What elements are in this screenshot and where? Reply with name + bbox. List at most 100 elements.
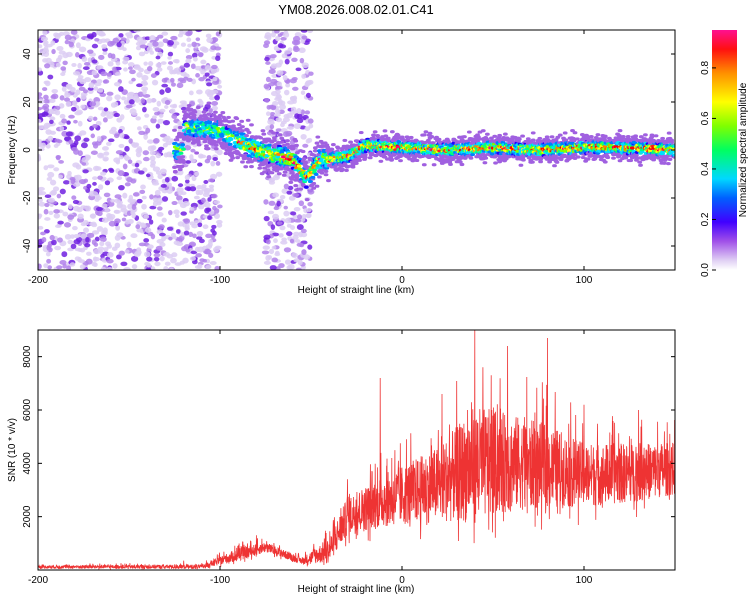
heatmap-cell [38, 119, 42, 123]
heatmap-cell [72, 199, 80, 205]
heatmap-cell [274, 35, 281, 42]
heatmap-cell [502, 132, 508, 136]
heatmap-cell [82, 66, 90, 71]
heatmap-cell [300, 149, 306, 154]
heatmap-cell [136, 126, 142, 131]
heatmap-cell [38, 186, 45, 191]
heatmap-cell [194, 220, 200, 224]
heatmap-cell [186, 187, 192, 192]
heatmap-cell [312, 146, 318, 150]
heatmap-cell [77, 62, 82, 69]
heatmap-cell [106, 243, 112, 249]
heatmap-cell [99, 241, 105, 247]
heatmap-cell [180, 143, 186, 147]
heatmap-cell [563, 138, 569, 142]
heatmap-cell [302, 143, 309, 148]
heatmap-cell [91, 70, 98, 76]
heatmap-cell [144, 251, 151, 258]
heatmap-cell [110, 198, 116, 203]
heatmap-cell [40, 36, 49, 42]
heatmap-cell [88, 82, 95, 89]
colorbar-label: Normalized spectral amplitude [738, 82, 749, 217]
heatmap-cell [372, 130, 378, 134]
heatmap-cell [65, 131, 74, 137]
heatmap-cell [47, 135, 54, 142]
heatmap-cell [95, 206, 103, 212]
heatmap-cell [55, 62, 61, 68]
heatmap-cell [205, 33, 212, 39]
heatmap-cell [101, 44, 108, 49]
heatmap-cell [70, 243, 77, 250]
heatmap-cell [176, 187, 184, 193]
heatmap-cell [549, 135, 555, 139]
heatmap-cell [92, 176, 98, 181]
heatmap-cell [49, 234, 55, 241]
heatmap-cell [55, 57, 62, 63]
heatmap-cell [303, 160, 308, 165]
heatmap-cell [307, 244, 313, 250]
heatmap-cell [638, 135, 644, 139]
heatmap-cell [602, 160, 608, 164]
heatmap-cell [40, 231, 46, 236]
heatmap-cell [305, 81, 310, 87]
heatmap-cell [270, 104, 277, 111]
heatmap-cell [212, 156, 218, 162]
heatmap-cell [171, 175, 179, 182]
heatmap-cell [414, 158, 420, 163]
heatmap-cell [125, 104, 133, 109]
heatmap-cell [208, 252, 214, 258]
heatmap-cell [265, 168, 271, 172]
heatmap-cell [110, 126, 117, 132]
heatmap-cell [59, 95, 65, 101]
heatmap-cell [51, 239, 57, 246]
heatmap-cell [146, 98, 153, 104]
heatmap-cell [87, 49, 94, 54]
heatmap-cell [95, 120, 102, 126]
heatmap-cell [94, 37, 100, 42]
heatmap-cell [185, 135, 191, 139]
heatmap-cell [149, 155, 156, 162]
heatmap-cell [146, 267, 152, 270]
heatmap-cell [62, 52, 69, 59]
heatmap-cell [135, 224, 141, 230]
heatmap-cell [72, 225, 78, 231]
heatmap-cell [399, 135, 405, 139]
heatmap-cell [60, 202, 67, 206]
heatmap-cell [60, 72, 66, 77]
heatmap-cell [73, 205, 80, 212]
heatmap-cell [101, 146, 109, 151]
heatmap-cell [265, 61, 271, 65]
heatmap-cell [270, 161, 276, 166]
heatmap-cell [80, 233, 87, 239]
heatmap-cell [203, 189, 210, 195]
heatmap-cell [81, 156, 89, 163]
heatmap-cell [593, 136, 599, 140]
heatmap-cell [200, 59, 207, 65]
heatmap-cell [209, 173, 218, 180]
heatmap-cell [200, 65, 206, 69]
heatmap-cell [265, 76, 271, 83]
heatmap-cell [249, 164, 254, 169]
heatmap-cell [170, 232, 176, 238]
heatmap-x-label: Height of straight line (km) [298, 285, 415, 296]
heatmap-cell [128, 91, 135, 96]
heatmap-cell [99, 236, 107, 243]
heatmap-cell [267, 143, 272, 147]
heatmap-cell [216, 219, 223, 225]
heatmap-cell [157, 34, 164, 39]
heatmap-cell [67, 170, 72, 176]
heatmap-cell [133, 251, 141, 257]
heatmap-cell [286, 190, 293, 195]
heatmap-cell [195, 253, 202, 258]
heatmap-cell [49, 119, 54, 124]
heatmap-cell [207, 241, 213, 248]
heatmap-cell [270, 224, 276, 231]
heatmap-cell [357, 158, 362, 162]
heatmap-cell [58, 160, 64, 164]
heatmap-cell [56, 45, 64, 52]
heatmap-cell [66, 265, 72, 270]
heatmap-cell [75, 52, 80, 58]
heatmap-cell [107, 252, 114, 258]
heatmap-cell [47, 164, 55, 169]
